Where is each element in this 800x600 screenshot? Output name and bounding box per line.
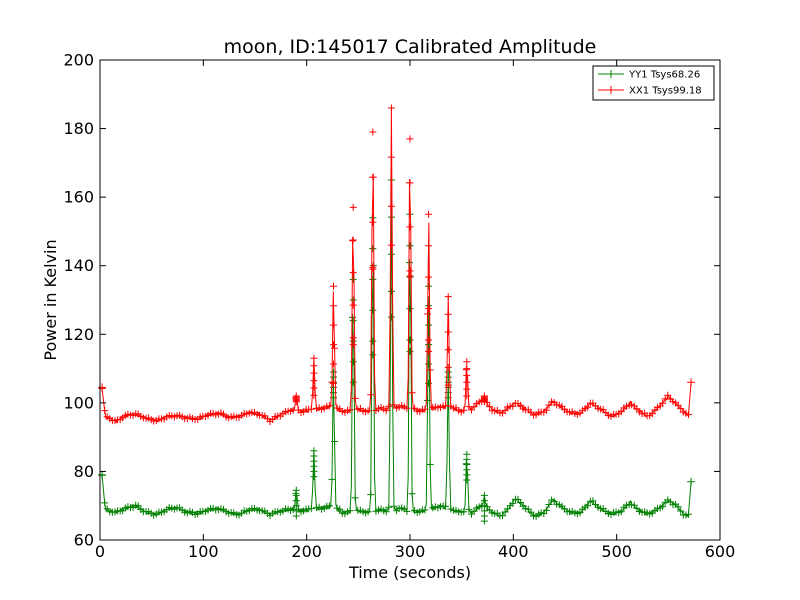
series-marker-glyphs [98, 176, 696, 525]
tick-layer: 0 100 200 300 400 500 600 60 80 100 120 140 160 180 20… [63, 51, 735, 562]
series-yy1 [98, 176, 696, 525]
series-marker-glyphs [98, 104, 696, 426]
x-tick-label: 200 [291, 542, 322, 561]
y-tick-label: 180 [63, 119, 94, 138]
legend-label-yy1: YY1 Tsys68.26 [628, 70, 700, 81]
x-tick-label: 500 [601, 542, 632, 561]
legend-label-xx1: XX1 Tsys99.18 [629, 86, 702, 97]
series-markers [98, 104, 696, 426]
series-layer [98, 104, 696, 525]
y-tick-label: 80 [74, 462, 94, 481]
x-tick-label: 300 [395, 542, 426, 561]
series-xx1 [98, 104, 696, 426]
x-tick-label: 400 [498, 542, 529, 561]
legend: YY1 Tsys68.26 XX1 Tsys99.18 [592, 65, 715, 101]
chart-title: moon, ID:145017 Calibrated Amplitude [224, 36, 597, 58]
x-tick-label: 0 [95, 542, 105, 561]
y-tick-label: 60 [74, 531, 94, 550]
legend-marker-yy1 [607, 70, 615, 78]
y-tick-label: 140 [63, 256, 94, 275]
y-axis-label: Power in Kelvin [41, 239, 60, 360]
y-tick-label: 120 [63, 325, 94, 344]
y-tick-label: 100 [63, 393, 94, 412]
y-tick-label: 160 [63, 188, 94, 207]
legend-marker-xx1 [607, 86, 615, 94]
y-tick-label: 200 [63, 51, 94, 70]
x-tick-label: 100 [188, 542, 219, 561]
x-axis-label: Time (seconds) [348, 563, 471, 582]
x-tick-label: 600 [705, 542, 736, 561]
series-markers [98, 176, 696, 525]
legend-box [592, 65, 715, 101]
